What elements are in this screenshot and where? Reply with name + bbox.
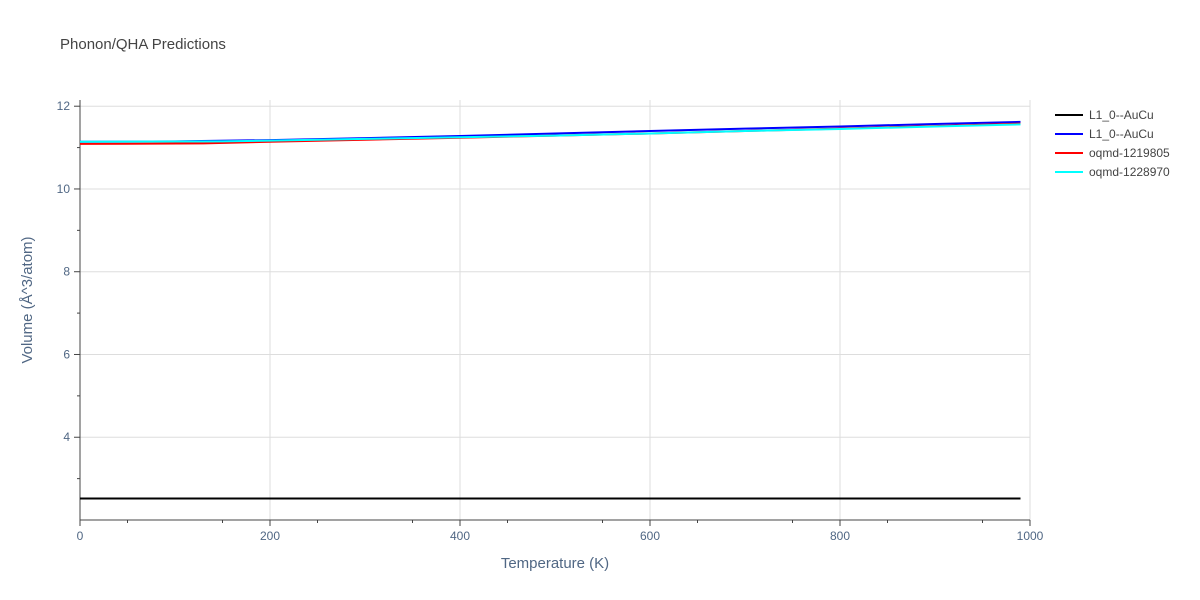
legend-label: L1_0--AuCu [1089, 127, 1154, 141]
grid-lines [80, 100, 1031, 520]
legend-item-1[interactable]: L1_0--AuCu [1055, 108, 1154, 122]
legend[interactable]: L1_0--AuCu L1_0--AuCu oqmd-1219805 oqmd-122… [1055, 108, 1170, 179]
legend-item-3[interactable]: oqmd-1219805 [1055, 146, 1170, 160]
legend-label: L1_0--AuCu [1089, 108, 1154, 122]
y-axis-title: Volume (Å^3/atom) [19, 236, 36, 363]
x-tick-label: 1000 [1017, 529, 1044, 543]
x-axis-title: Temperature (K) [501, 555, 609, 572]
x-tick-label: 200 [260, 529, 280, 543]
x-tick-label: 600 [640, 529, 660, 543]
y-tick-label: 10 [57, 182, 71, 196]
legend-item-4[interactable]: oqmd-1228970 [1055, 165, 1170, 179]
y-tick-label: 4 [63, 430, 70, 444]
legend-item-2[interactable]: L1_0--AuCu [1055, 127, 1154, 141]
y-tick-label: 8 [63, 265, 70, 279]
y-tick-label: 6 [63, 347, 70, 361]
series-line-4 [79, 123, 1021, 143]
axes: 0 200 400 600 800 1000 4 6 8 10 12 [57, 99, 1044, 543]
legend-label: oqmd-1219805 [1089, 146, 1170, 160]
y-tick-label: 12 [57, 99, 71, 113]
chart-title: Phonon/QHA Predictions [60, 36, 226, 53]
x-tick-label: 800 [830, 529, 850, 543]
x-tick-label: 400 [450, 529, 470, 543]
series-layer [79, 120, 1021, 500]
series-line-2 [79, 120, 1021, 143]
x-tick-label: 0 [77, 529, 84, 543]
legend-label: oqmd-1228970 [1089, 165, 1170, 179]
